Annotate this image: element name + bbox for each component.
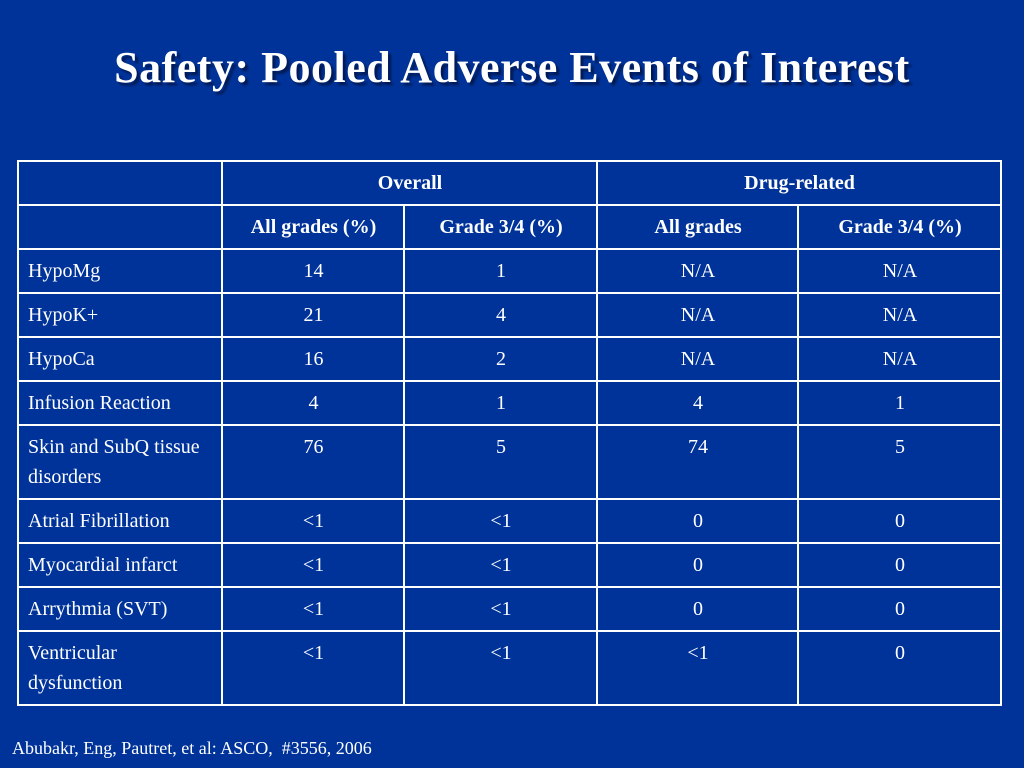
drug-grade34-cell: 0 (797, 542, 1002, 588)
drug-all-grades-cell: N/A (596, 292, 799, 338)
overall-all-grades-cell: 16 (221, 336, 405, 382)
group-header-blank (17, 160, 223, 206)
overall-all-grades-cell: <1 (221, 498, 405, 544)
table-row: HypoMg 14 1 N/A N/A (17, 248, 1002, 294)
sub-header-drug-all-grades: All grades (596, 204, 799, 250)
row-label: Atrial Fibrillation (17, 498, 223, 544)
overall-all-grades-cell: 21 (221, 292, 405, 338)
row-label: Myocardial infarct (17, 542, 223, 588)
overall-grade34-cell: <1 (403, 586, 598, 632)
group-header-row: Overall Drug-related (17, 160, 1002, 206)
table-row: Atrial Fibrillation <1 <1 0 0 (17, 498, 1002, 544)
drug-grade34-cell: N/A (797, 336, 1002, 382)
row-label: Infusion Reaction (17, 380, 223, 426)
sub-header-row: All grades (%) Grade 3/4 (%) All grades … (17, 204, 1002, 250)
overall-all-grades-cell: <1 (221, 586, 405, 632)
sub-header-drug-grade34: Grade 3/4 (%) (797, 204, 1002, 250)
table-row: Skin and SubQ tissue disorders 76 5 74 5 (17, 424, 1002, 500)
slide-title: Safety: Pooled Adverse Events of Interes… (114, 43, 910, 92)
overall-all-grades-cell: 14 (221, 248, 405, 294)
overall-all-grades-cell: 76 (221, 424, 405, 500)
drug-all-grades-cell: <1 (596, 630, 799, 706)
group-header-overall: Overall (221, 160, 598, 206)
table-row: HypoCa 16 2 N/A N/A (17, 336, 1002, 382)
sub-header-blank (17, 204, 223, 250)
drug-grade34-cell: N/A (797, 292, 1002, 338)
drug-all-grades-cell: 74 (596, 424, 799, 500)
overall-grade34-cell: 1 (403, 248, 598, 294)
table-row: Arrythmia (SVT) <1 <1 0 0 (17, 586, 1002, 632)
sub-header-overall-grade34: Grade 3/4 (%) (403, 204, 598, 250)
overall-grade34-cell: <1 (403, 498, 598, 544)
overall-grade34-cell: 5 (403, 424, 598, 500)
overall-grade34-cell: 1 (403, 380, 598, 426)
drug-grade34-cell: 1 (797, 380, 1002, 426)
adverse-events-table: Overall Drug-related All grades (%) Grad… (17, 160, 1002, 706)
table-row: Myocardial infarct <1 <1 0 0 (17, 542, 1002, 588)
group-header-drug-related: Drug-related (596, 160, 1002, 206)
drug-grade34-cell: 0 (797, 630, 1002, 706)
overall-grade34-cell: <1 (403, 542, 598, 588)
row-label: HypoK+ (17, 292, 223, 338)
drug-all-grades-cell: 0 (596, 542, 799, 588)
drug-grade34-cell: 0 (797, 498, 1002, 544)
sub-header-overall-all-grades: All grades (%) (221, 204, 405, 250)
overall-grade34-cell: 4 (403, 292, 598, 338)
row-label: HypoCa (17, 336, 223, 382)
overall-all-grades-cell: <1 (221, 630, 405, 706)
row-label: Skin and SubQ tissue disorders (17, 424, 223, 500)
citation-footer: Abubakr, Eng, Pautret, et al: ASCO, #355… (12, 738, 372, 758)
drug-all-grades-cell: 0 (596, 498, 799, 544)
drug-all-grades-cell: 4 (596, 380, 799, 426)
overall-grade34-cell: <1 (403, 630, 598, 706)
table-row: Ventricular dysfunction <1 <1 <1 0 (17, 630, 1002, 706)
drug-grade34-cell: 5 (797, 424, 1002, 500)
table-row: HypoK+ 21 4 N/A N/A (17, 292, 1002, 338)
drug-all-grades-cell: N/A (596, 248, 799, 294)
row-label: Arrythmia (SVT) (17, 586, 223, 632)
row-label: HypoMg (17, 248, 223, 294)
row-label: Ventricular dysfunction (17, 630, 223, 706)
overall-grade34-cell: 2 (403, 336, 598, 382)
drug-all-grades-cell: N/A (596, 336, 799, 382)
overall-all-grades-cell: <1 (221, 542, 405, 588)
drug-grade34-cell: N/A (797, 248, 1002, 294)
table-row: Infusion Reaction 4 1 4 1 (17, 380, 1002, 426)
overall-all-grades-cell: 4 (221, 380, 405, 426)
drug-grade34-cell: 0 (797, 586, 1002, 632)
drug-all-grades-cell: 0 (596, 586, 799, 632)
